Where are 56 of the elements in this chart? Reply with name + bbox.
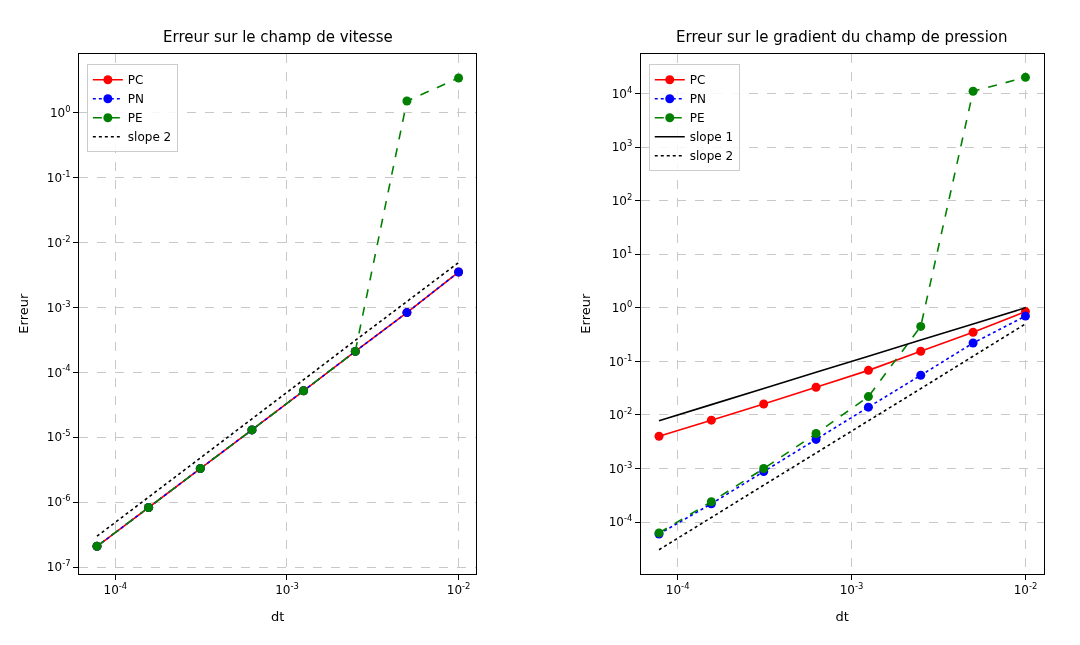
point	[916, 370, 926, 380]
legend-label: PE	[127, 111, 143, 126]
x-tick-label: 10$^{-3}$	[275, 580, 299, 597]
y-tick-label: 10$^{-2}$	[608, 406, 633, 423]
x-tick-label: 10$^{-4}$	[665, 580, 690, 597]
point	[968, 327, 978, 337]
x-tick-label: 10$^{-2}$	[446, 580, 471, 597]
legend-label: PC	[127, 73, 144, 88]
point	[968, 338, 978, 348]
y-tick-label: 10$^{-1}$	[608, 352, 633, 369]
point	[706, 415, 716, 425]
x-tick-label: 10$^{-4}$	[103, 580, 128, 597]
point	[1020, 72, 1030, 82]
legend-label: PN	[689, 92, 706, 107]
legend-label: slope 2	[689, 149, 734, 164]
y-tick-label: 10$^{-6}$	[46, 493, 71, 510]
point	[1020, 311, 1030, 321]
point	[454, 73, 464, 83]
y-tick-label: 10$^{3}$	[611, 138, 633, 155]
y-tick-label: 10$^{-4}$	[608, 513, 633, 530]
y-tick-label: 10$^{0}$	[49, 103, 71, 120]
point	[759, 399, 769, 409]
x-axis-title: dt	[835, 608, 849, 624]
point	[811, 429, 821, 439]
x-tick-label: 10$^{-3}$	[839, 580, 864, 597]
y-tick-label: 10$^{-3}$	[608, 459, 633, 476]
y-tick-label: 10$^{2}$	[611, 191, 633, 208]
point	[863, 365, 873, 375]
legend-label: slope 2	[127, 130, 172, 145]
y-tick-label: 10$^{0}$	[611, 298, 633, 316]
point	[654, 431, 664, 441]
y-tick-label: 10$^{-5}$	[46, 428, 71, 445]
chart-title: Erreur sur le champ de vitesse	[163, 28, 393, 46]
point	[811, 382, 821, 392]
y-tick-label: 10$^{-7}$	[46, 558, 71, 575]
x-tick-label: 10$^{-2}$	[1013, 580, 1038, 597]
chart-title: Erreur sur le gradient du champ de pression	[676, 28, 1008, 46]
y-tick-label: 10$^{-2}$	[46, 233, 71, 250]
point	[402, 96, 412, 106]
y-tick-label: 10$^{1}$	[611, 245, 633, 262]
legend-label: PC	[689, 73, 706, 88]
y-axis-title: Erreur	[15, 293, 31, 334]
point	[916, 321, 926, 331]
y-tick-label: 10$^{-3}$	[46, 298, 71, 315]
point	[863, 392, 873, 402]
y-tick-label: 10$^{-4}$	[46, 363, 71, 380]
legend-label: slope 1	[689, 130, 734, 145]
point	[916, 346, 926, 356]
legend-label: PN	[127, 92, 145, 107]
y-tick-label: 10$^{-1}$	[46, 168, 71, 185]
point	[863, 402, 873, 412]
x-axis-title: dt	[270, 608, 285, 624]
y-tick-label: 10$^{4}$	[611, 84, 633, 101]
point	[968, 86, 978, 96]
y-axis-title: Erreur	[577, 293, 593, 334]
legend-label: PE	[689, 111, 705, 126]
